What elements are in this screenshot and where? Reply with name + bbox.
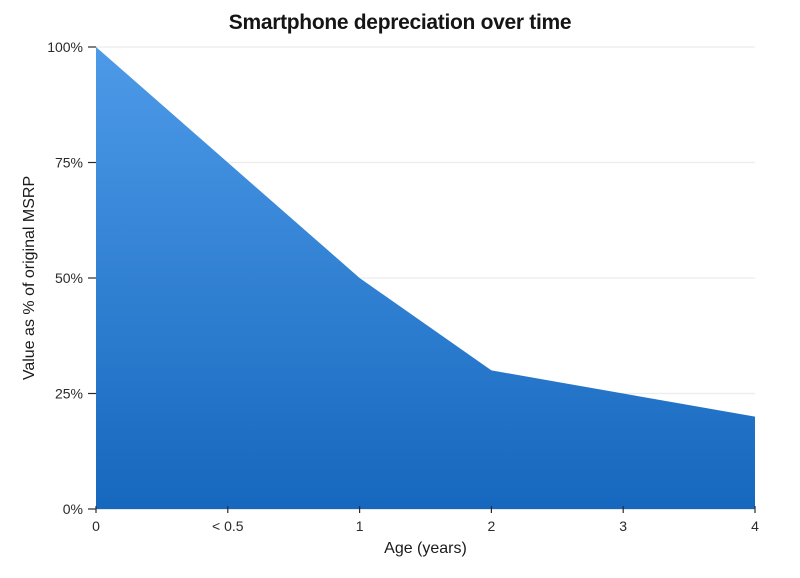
y-tick-label-50: 50% — [55, 270, 83, 286]
y-tick-label-0: 0% — [63, 501, 83, 517]
x-tick-label-1: < 0.5 — [212, 518, 244, 534]
x-tick-label-3: 2 — [488, 518, 496, 534]
y-axis-title: Value as % of original MSRP — [21, 175, 38, 381]
y-tick-label-75: 75% — [55, 155, 83, 171]
x-tick-labels: 0 < 0.5 1 2 3 4 — [92, 518, 759, 534]
axis-ticks — [88, 46, 756, 513]
y-tick-labels: 0% 25% 50% 75% 100% — [47, 39, 83, 517]
x-axis-title: Age (years) — [384, 540, 467, 557]
x-tick-label-2: 1 — [356, 518, 364, 534]
x-tick-label-0: 0 — [92, 518, 100, 534]
chart-title: Smartphone depreciation over time — [228, 11, 572, 34]
area-fill-series — [96, 47, 755, 509]
y-tick-label-25: 25% — [55, 386, 83, 402]
x-tick-label-5: 4 — [751, 518, 759, 534]
x-tick-label-4: 3 — [619, 518, 627, 534]
y-tick-label-100: 100% — [47, 39, 83, 55]
